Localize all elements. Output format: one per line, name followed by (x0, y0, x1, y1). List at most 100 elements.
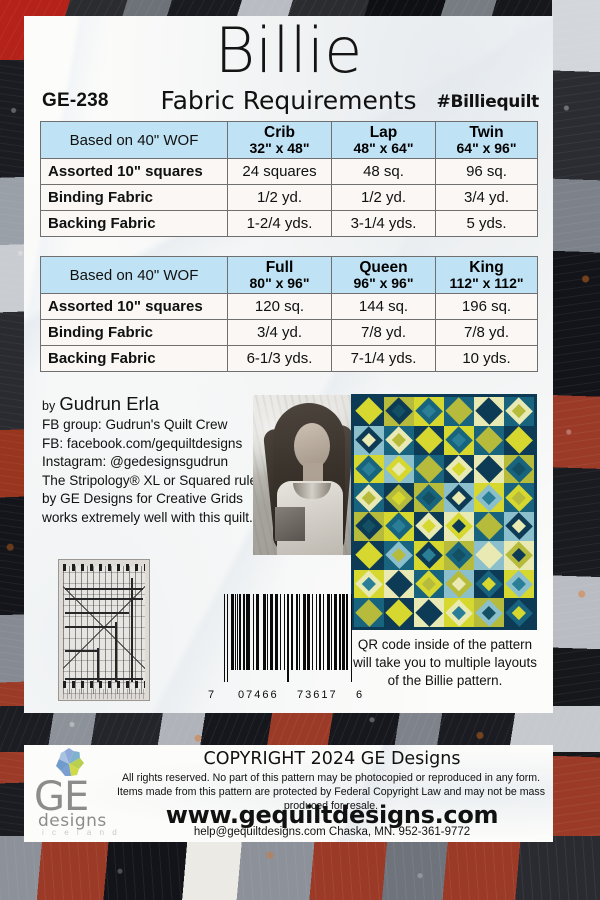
cell-value: 196 sq. (435, 293, 538, 320)
quilt-block (384, 540, 414, 570)
barcode-bar (275, 594, 277, 670)
designer-name: Gudrun Erla (59, 393, 160, 414)
cell-value: 1/2 yd. (227, 184, 332, 211)
photo-bag (275, 507, 305, 541)
row-label: Binding Fabric (40, 184, 228, 211)
bg-band-right-texture (552, 0, 600, 900)
quilt-block (384, 454, 414, 484)
table-row: Assorted 10" squares 24 squares 48 sq. 9… (40, 158, 538, 185)
barcode-bar (304, 594, 306, 670)
barcode-bar (333, 594, 336, 670)
column-name: Queen (359, 258, 408, 276)
barcode-bar (286, 594, 288, 682)
quilt-block (444, 540, 474, 570)
column-header-twin: Twin 64" x 96" (435, 121, 538, 159)
column-dimensions: 80" x 96" (249, 274, 310, 291)
barcode-bar (276, 594, 279, 670)
rights-statement: All rights reserved. No part of this pat… (116, 772, 546, 812)
barcode-bar (271, 594, 273, 670)
qr-code-caption: QR code inside of the pattern will take … (353, 637, 537, 688)
page-title: Billie (214, 14, 363, 87)
barcode-digit-group-2: 73617 (297, 689, 338, 701)
quilt-grid (354, 397, 534, 627)
quilt-block (474, 540, 504, 570)
barcode-bar (224, 594, 226, 682)
credit-line-ruler-3: works extremely well with this quilt. (42, 509, 253, 525)
quilt-block (444, 425, 474, 455)
barcode-bar (343, 594, 345, 670)
photo-vignette (253, 395, 357, 555)
barcode-bar (350, 594, 352, 682)
quilt-block (384, 598, 414, 627)
table-row: Binding Fabric 3/4 yd. 7/8 yd. 7/8 yd. (40, 319, 538, 346)
quilt-block (354, 483, 384, 512)
quilt-block (414, 454, 444, 484)
quilt-block (384, 483, 414, 512)
quilt-block (444, 483, 474, 512)
cell-value: 1-2/4 yds. (227, 210, 332, 237)
upc-barcode: 7 07466 73617 6 (206, 594, 366, 701)
byline-prefix: by (42, 399, 56, 413)
quilt-block (414, 540, 444, 570)
ruler-line (97, 648, 99, 682)
quilt-block (414, 483, 444, 512)
table-row: Assorted 10" squares 120 sq. 144 sq. 196… (40, 293, 538, 320)
barcode-bar (308, 594, 311, 670)
barcode-bar (232, 594, 234, 670)
photo-neck (303, 463, 323, 485)
bg-band-middle (0, 706, 600, 752)
quilt-block (504, 512, 534, 541)
quilt-block (504, 598, 534, 627)
ge-designs-logo: GE designs i c e l a n d (34, 747, 126, 839)
barcode-bar (307, 594, 309, 670)
barcode-bar (249, 594, 251, 670)
barcode-bar (322, 594, 325, 670)
quilt-block (504, 397, 534, 426)
quilt-block (504, 569, 534, 599)
logo-ge-text: GE (34, 774, 89, 820)
barcode-bar (331, 594, 333, 670)
page-subtitle: Fabric Requirements (160, 86, 417, 115)
quilt-block (414, 598, 444, 627)
barcode-bar (243, 594, 245, 670)
row-label: Assorted 10" squares (40, 158, 228, 185)
quilt-block (384, 397, 414, 426)
barcode-bar (318, 594, 320, 670)
column-name: Crib (264, 123, 295, 141)
barcode-digit-group-1: 07466 (238, 689, 279, 701)
logo-iceland-text: i c e l a n d (42, 828, 120, 837)
website-url[interactable]: www.gequiltdesigns.com (165, 801, 499, 829)
column-header-crib: Crib 32" x 48" (227, 121, 332, 159)
pattern-code: GE-238 (42, 90, 109, 111)
barcode-digit-left: 7 (208, 689, 215, 701)
barcode-bar (311, 594, 313, 670)
column-dimensions: 96" x 96" (353, 274, 414, 291)
bg-band-bottom (0, 836, 600, 900)
ruler-line (115, 622, 117, 682)
quilt-block (414, 425, 444, 455)
quilt-block (504, 454, 534, 484)
ruler-footer-labels (63, 689, 145, 699)
barcode-bar (326, 594, 329, 670)
quilt-block (414, 569, 444, 599)
cell-value: 3/4 yd. (435, 184, 538, 211)
quilt-block (504, 540, 534, 570)
column-header-king: King 112" x 112" (435, 256, 538, 294)
column-dimensions: 64" x 96" (456, 139, 517, 156)
cell-value: 24 squares (227, 158, 332, 185)
quilt-block (384, 425, 414, 455)
quilt-block (354, 397, 384, 426)
table-row: Backing Fabric 6-1/3 yds. 7-1/4 yds. 10 … (40, 345, 538, 372)
barcode-bar (303, 594, 305, 670)
main-content-card: Billie GE-238 Fabric Requirements #Billi… (24, 16, 553, 713)
quilt-block (474, 454, 504, 484)
quilt-block (504, 425, 534, 455)
quilt-block (384, 512, 414, 541)
barcode-bar (339, 594, 341, 670)
cell-value: 3-1/4 yds. (331, 210, 436, 237)
cell-value: 48 sq. (331, 158, 436, 185)
row-label: Backing Fabric (40, 210, 228, 237)
barcode-bar (247, 594, 249, 670)
ruler-line (65, 612, 129, 614)
ruler-line (131, 578, 133, 682)
